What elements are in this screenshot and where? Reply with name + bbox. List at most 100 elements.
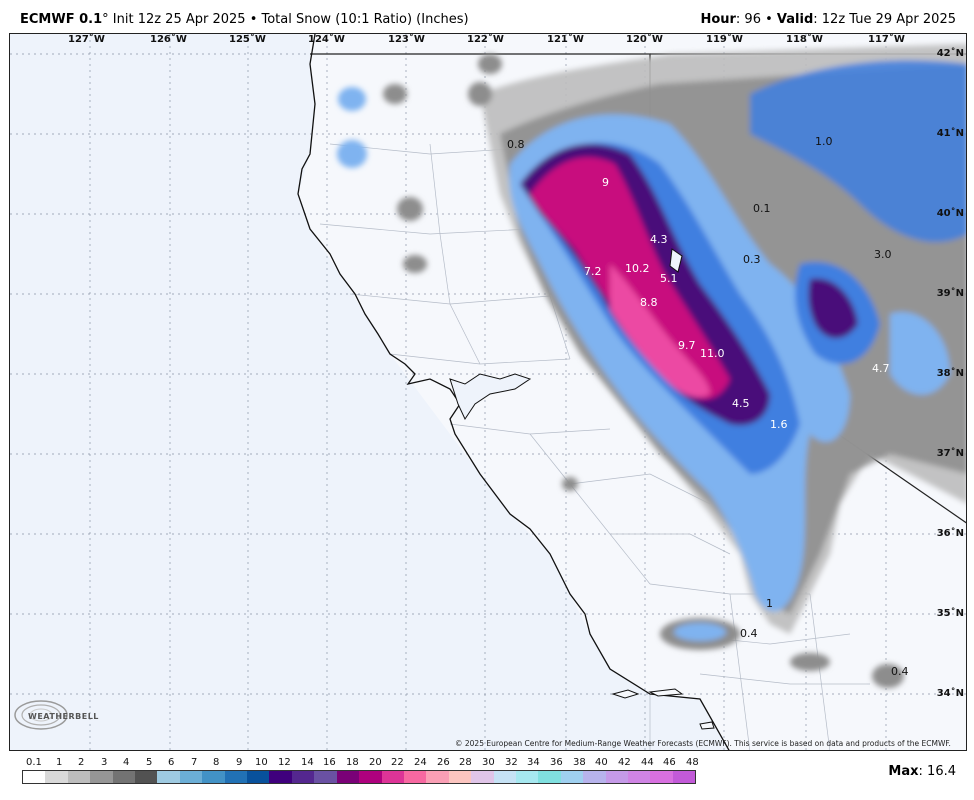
legend-swatch	[359, 771, 382, 783]
legend-label: 38	[573, 757, 586, 768]
legend-label: 2	[78, 757, 85, 768]
snow-value: 0.3	[743, 253, 761, 266]
legend-label: 42	[618, 757, 631, 768]
snow-value: 9.7	[678, 339, 696, 352]
legend-swatch	[269, 771, 292, 783]
legend-label: 9	[236, 757, 243, 768]
snow-value: 0.4	[740, 627, 758, 640]
legend-label: 36	[550, 757, 563, 768]
legend-swatch	[403, 771, 427, 783]
snow-value: 3.0	[874, 248, 892, 261]
longitude-label: 121˚W	[547, 34, 584, 45]
legend-swatch	[67, 771, 91, 783]
legend-label: 3	[101, 757, 108, 768]
longitude-label: 120˚W	[626, 34, 663, 45]
legend-label: 28	[459, 757, 472, 768]
channel-islands	[611, 688, 715, 730]
max-number: : 16.4	[918, 764, 956, 779]
longitude-label: 126˚W	[150, 34, 187, 45]
legend-label: 4	[123, 757, 130, 768]
latitude-label: 36˚N	[936, 528, 964, 539]
snow-value: 5.1	[660, 272, 678, 285]
latitude-label: 39˚N	[936, 288, 964, 299]
hour-value: : 96 •	[735, 12, 777, 27]
valid-value: : 12z Tue 29 Apr 2025	[813, 12, 956, 27]
legend-label: 34	[527, 757, 540, 768]
legend-label: 20	[369, 757, 382, 768]
longitude-label: 119˚W	[706, 34, 743, 45]
snow-map[interactable]: 127˚W 126˚W 125˚W 124˚W 123˚W 122˚W 121˚…	[9, 33, 967, 751]
legend-label: 40	[595, 757, 608, 768]
snow-value: 4.5	[732, 397, 750, 410]
legend-swatch	[627, 771, 651, 783]
init-text: Init 12z 25 Apr 2025 • Total Snow (10:1 …	[108, 12, 469, 27]
legend-label: 5	[146, 757, 153, 768]
snow-value: 4.3	[650, 233, 668, 246]
snow-value: 1.0	[815, 135, 833, 148]
legend-label: 22	[391, 757, 404, 768]
legend-swatch	[23, 771, 46, 783]
legend-swatch	[672, 771, 696, 783]
lake-tahoe	[669, 248, 683, 273]
map-graphic	[10, 34, 966, 750]
legend-colorbar	[22, 770, 696, 784]
legend-swatch	[157, 771, 180, 783]
legend-swatch	[583, 771, 606, 783]
bay	[449, 373, 532, 421]
legend-label: 8	[213, 757, 220, 768]
longitude-label: 117˚W	[868, 34, 905, 45]
snowfall-field	[337, 44, 966, 688]
longitude-label: 127˚W	[68, 34, 105, 45]
legend-label: 7	[191, 757, 198, 768]
header-title: ECMWF 0.1° Init 12z 25 Apr 2025 • Total …	[20, 12, 469, 27]
longitude-label: 122˚W	[467, 34, 504, 45]
latitude-label: 37˚N	[936, 448, 964, 459]
snow-value: 8.8	[640, 296, 658, 309]
longitude-label: 123˚W	[388, 34, 425, 45]
legend-label: 10	[255, 757, 268, 768]
legend-label: 18	[346, 757, 359, 768]
max-label: Max	[888, 764, 919, 779]
logo-text: WEATHERBELL	[28, 712, 99, 721]
legend-swatch	[202, 771, 225, 783]
snow-value: 1	[766, 597, 773, 610]
hour-label: Hour	[700, 12, 736, 27]
legend-swatch	[448, 771, 472, 783]
legend-label: 1	[56, 757, 63, 768]
legend-label: 0.1	[26, 757, 42, 768]
legend-swatch	[426, 771, 449, 783]
longitude-label: 118˚W	[786, 34, 823, 45]
legend-label: 24	[414, 757, 427, 768]
snow-value: 0.1	[753, 202, 771, 215]
valid-label: Valid	[776, 12, 814, 27]
snow-value: 7.2	[584, 265, 602, 278]
header: ECMWF 0.1° Init 12z 25 Apr 2025 • Total …	[0, 0, 974, 30]
legend-label: 48	[686, 757, 699, 768]
legend-label: 32	[505, 757, 518, 768]
max-value: Max: 16.4	[888, 764, 956, 779]
snow-value: 9	[602, 176, 609, 189]
legend-swatch	[45, 771, 68, 783]
legend-swatch	[224, 771, 248, 783]
legend-label: 26	[437, 757, 450, 768]
legend-swatch	[515, 771, 539, 783]
legend-swatch	[560, 771, 584, 783]
legend-swatch	[605, 771, 628, 783]
copyright-notice: © 2025 European Centre for Medium-Range …	[455, 739, 951, 748]
legend-label: 6	[168, 757, 175, 768]
legend-label: 16	[323, 757, 336, 768]
legend-swatch	[650, 771, 673, 783]
snow-value: 11.0	[700, 347, 725, 360]
legend-swatch	[90, 771, 113, 783]
snow-value: 0.4	[891, 665, 909, 678]
latitude-label: 35˚N	[936, 608, 964, 619]
latitude-label: 34˚N	[936, 688, 964, 699]
weatherbell-logo-icon	[14, 700, 68, 730]
legend-label: 46	[663, 757, 676, 768]
longitude-label: 124˚W	[308, 34, 345, 45]
legend-swatch	[336, 771, 360, 783]
snow-value: 1.6	[770, 418, 788, 431]
legend-label: 44	[641, 757, 654, 768]
legend-swatch	[247, 771, 270, 783]
latitude-label: 41˚N	[936, 128, 964, 139]
